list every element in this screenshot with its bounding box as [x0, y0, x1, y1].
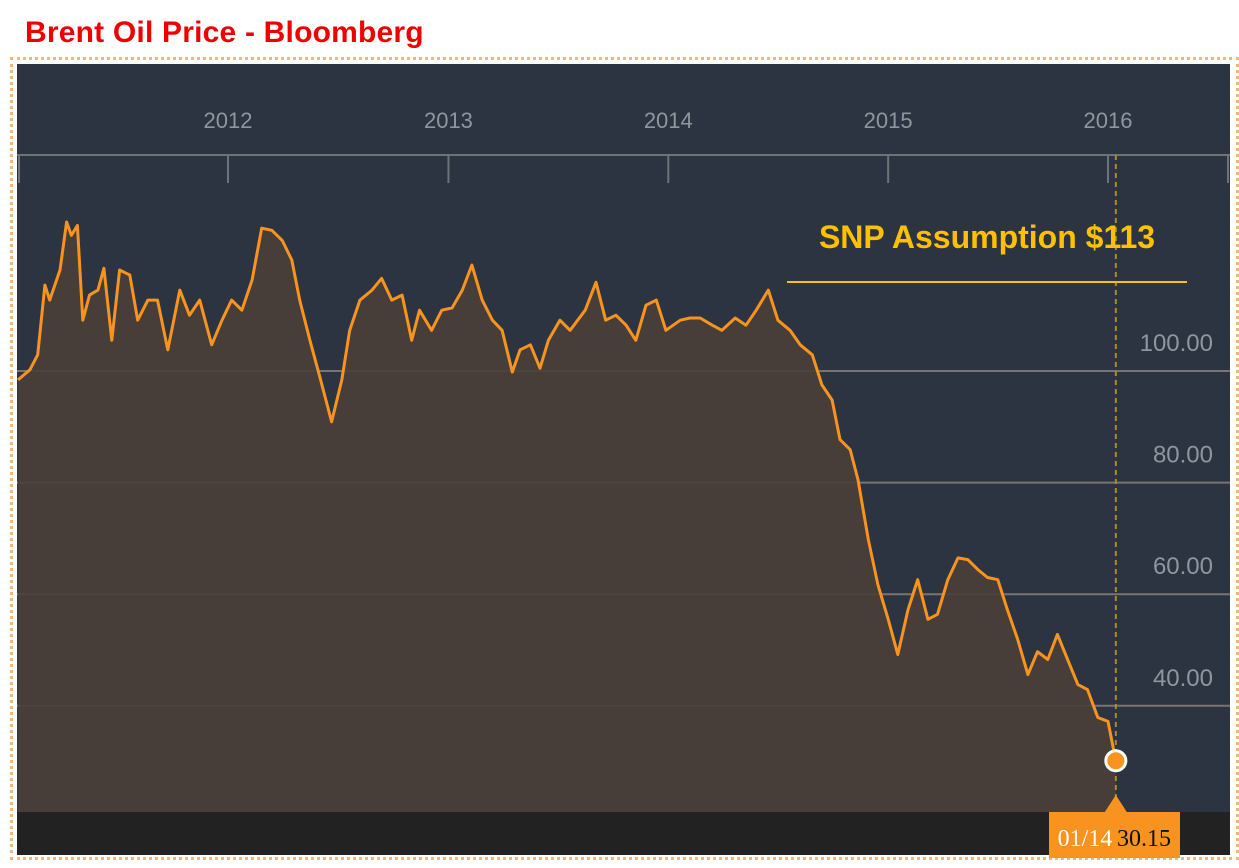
bottom-bar	[17, 812, 1230, 855]
x-tick-label: 2016	[1084, 108, 1133, 133]
x-tick-label: 2014	[644, 108, 693, 133]
tooltip-date: 01/14	[1058, 826, 1113, 852]
x-tick-label: 2012	[204, 108, 253, 133]
chart-frame	[10, 57, 1239, 860]
x-tick-label: 2015	[864, 108, 913, 133]
snp-assumption-label: SNP Assumption $113	[819, 219, 1155, 255]
y-tick-label: 40.00	[1153, 665, 1213, 692]
x-tick-label: 2013	[424, 108, 473, 133]
tooltip-value: 30.15	[1117, 826, 1171, 852]
price-area	[18, 222, 1116, 812]
last-point-marker[interactable]	[1104, 749, 1128, 773]
chart-title: Brent Oil Price - Bloomberg	[25, 16, 424, 49]
y-axis: 40.00 60.00 80.00 100.00	[1140, 330, 1213, 692]
price-line	[17, 220, 1118, 762]
y-tick-label: 60.00	[1153, 553, 1213, 580]
snp-annotation: SNP Assumption $113	[787, 219, 1187, 283]
tooltip-box	[1049, 795, 1180, 858]
y-tick-label: 100.00	[1140, 330, 1213, 357]
x-axis: 2012 2013 2014 2015 2016	[17, 108, 1230, 183]
y-tick-label: 80.00	[1153, 442, 1213, 469]
last-point-tooltip: 01/14 30.15	[1049, 795, 1180, 858]
